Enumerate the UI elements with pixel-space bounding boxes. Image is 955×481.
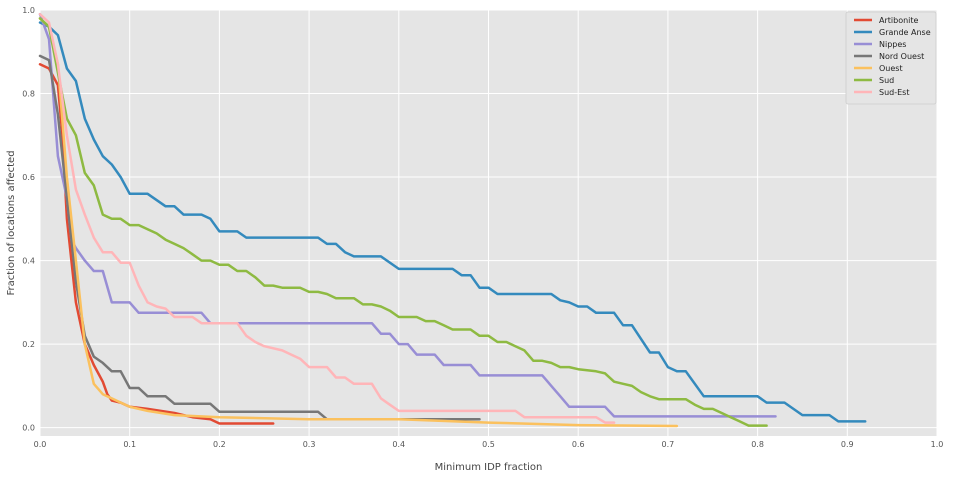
x-tick-label: 0.6 [572, 440, 585, 449]
x-tick-label: 0.9 [841, 440, 854, 449]
y-axis-ticks: 0.0 0.2 0.4 0.6 0.8 1.0 [22, 6, 35, 433]
x-tick-label: 0.5 [482, 440, 495, 449]
y-tick-label: 0.4 [22, 257, 35, 266]
y-axis-label: Fraction of locations affected [6, 150, 17, 295]
legend-label: Ouest [879, 64, 903, 73]
x-tick-label: 0.3 [303, 440, 316, 449]
x-tick-label: 0.1 [123, 440, 136, 449]
x-tick-label: 0.2 [213, 440, 226, 449]
x-axis-ticks: 0.0 0.1 0.2 0.3 0.4 0.5 0.6 0.7 0.8 0.9 1.0 [34, 440, 944, 449]
series-line-grande-anse [38, 21, 867, 423]
y-tick-label: 1.0 [22, 6, 35, 15]
series-line-sud-est [38, 12, 616, 424]
x-axis-label: Minimum IDP fraction [435, 462, 543, 473]
x-gridlines [39, 10, 938, 436]
legend-label: Sud [879, 76, 894, 85]
x-tick-label: 0.4 [392, 440, 405, 449]
legend-label: Nippes [879, 40, 906, 49]
y-tick-label: 0.6 [22, 173, 35, 182]
legend-label: Artibonite [879, 16, 919, 25]
legend-label: Sud-Est [879, 88, 909, 97]
y-tick-label: 0.8 [22, 90, 35, 99]
series-line-nord-ouest [38, 54, 481, 421]
x-tick-label: 1.0 [931, 440, 944, 449]
legend: Artibonite Grande Anse Nippes Nord Ouest Oue… [845, 11, 937, 105]
series-line-nippes [38, 12, 777, 418]
series-line-ouest [38, 17, 679, 428]
y-tick-label: 0.2 [22, 340, 35, 349]
x-tick-label: 0.7 [662, 440, 675, 449]
legend-label: Grande Anse [879, 28, 931, 37]
legend-label: Nord Ouest [879, 52, 924, 61]
y-tick-label: 0.0 [22, 424, 35, 433]
x-tick-label: 0.8 [751, 440, 764, 449]
series-lines [38, 12, 867, 428]
y-gridlines [40, 9, 937, 429]
series-line-sud [38, 17, 768, 427]
x-tick-label: 0.0 [34, 440, 47, 449]
